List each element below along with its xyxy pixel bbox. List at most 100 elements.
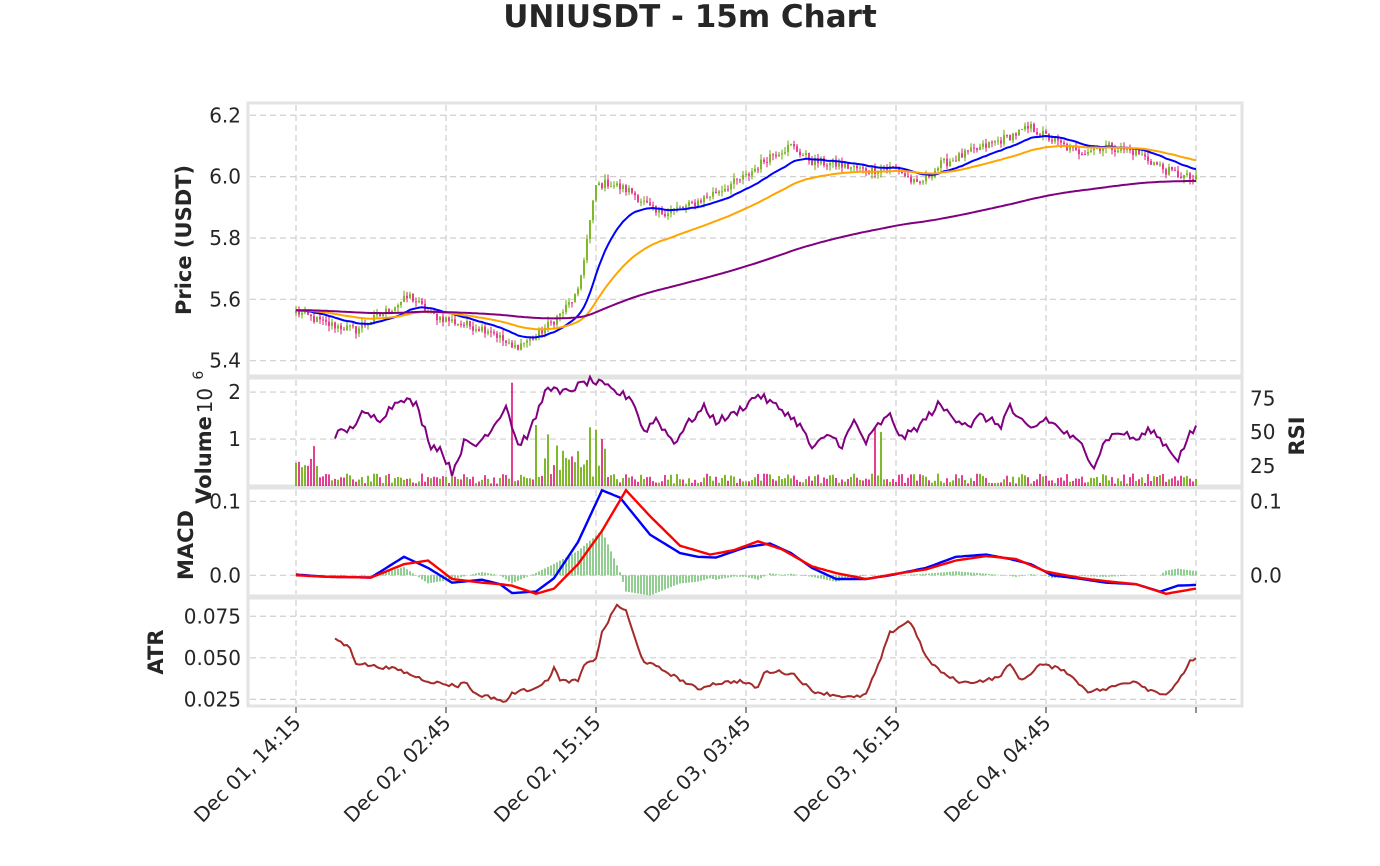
volume-bar-50 (445, 477, 447, 486)
macd-hist-bar-222 (961, 572, 963, 576)
volume-bar-13 (334, 479, 336, 486)
volume-bar-25 (370, 481, 372, 486)
volume-bar-158 (769, 474, 771, 486)
candle-body-89 (562, 312, 564, 313)
volume-bar-28 (379, 477, 381, 486)
volume-bar-239 (1012, 477, 1014, 486)
candle-body-295 (1180, 177, 1182, 178)
volume-bar-282 (1141, 477, 1143, 486)
volume-bar-286 (1153, 476, 1155, 486)
macd-hist-bar-97 (586, 543, 588, 575)
chart-title: UNIUSDT - 15m Chart (503, 0, 877, 35)
volume-bar-238 (1009, 482, 1011, 486)
macd-hist-bar-140 (715, 575, 717, 579)
macd-hist-bar-167 (796, 575, 798, 576)
candle-body-157 (766, 162, 768, 163)
volume-bar-256 (1063, 481, 1065, 486)
volume-bar-184 (847, 479, 849, 486)
candle-body-47 (436, 314, 438, 320)
macd-hist-bar-81 (538, 571, 540, 575)
volume-bar-129 (682, 480, 684, 486)
macd-hist-bar-275 (1120, 575, 1122, 576)
volume-bar-42 (421, 474, 423, 486)
volume-bar-48 (439, 479, 441, 486)
macd-hist-bar-233 (994, 575, 996, 576)
candle-body-294 (1177, 171, 1179, 177)
candle-body-172 (811, 161, 813, 165)
candle-body-123 (664, 214, 666, 216)
candle-body-35 (400, 302, 402, 305)
volume-bar-177 (826, 479, 828, 486)
macd-hist-bar-212 (931, 573, 933, 575)
macd-hist-bar-232 (991, 574, 993, 575)
volume-bar-292 (1171, 478, 1173, 486)
candle-body-277 (1126, 149, 1128, 150)
macd-hist-bar-55 (460, 575, 462, 577)
volume-bar-185 (850, 477, 852, 486)
macd-hist-bar-16 (343, 575, 345, 576)
macd-hist-bar-280 (1135, 575, 1137, 576)
volume-bar-84 (547, 434, 549, 486)
volume-bar-223 (964, 480, 966, 486)
candle-body-161 (778, 155, 780, 157)
candle-body-164 (787, 145, 789, 152)
price-ylabel: Price (USDT) (172, 165, 196, 315)
volume-bar-215 (940, 481, 942, 486)
candle-body-170 (805, 153, 807, 155)
volume-bar-225 (970, 478, 972, 486)
macd-hist-bar-273 (1114, 575, 1116, 576)
price-ytick-0: 5.4 (209, 349, 241, 373)
volume-bar-195 (880, 432, 882, 486)
macd-hist-bar-216 (943, 572, 945, 575)
macd-hist-bar-44 (427, 575, 429, 583)
volume-bar-173 (814, 476, 816, 486)
macd-hist-bar-246 (1033, 574, 1035, 575)
volume-bar-180 (835, 478, 837, 486)
volume-bar-115 (640, 475, 642, 486)
atr-panel (248, 598, 1242, 706)
volume-bar-80 (535, 425, 537, 486)
macd-hist-bar-129 (682, 575, 684, 583)
candle-body-165 (790, 144, 792, 145)
candle-body-263 (1084, 154, 1086, 155)
volume-bar-59 (472, 477, 474, 486)
candle-body-19 (352, 325, 354, 326)
candle-body-240 (1015, 133, 1017, 135)
macd-hist-bar-172 (811, 575, 813, 577)
volume-bar-141 (718, 483, 720, 486)
volume-bar-236 (1003, 479, 1005, 486)
candle-body-289 (1162, 164, 1164, 169)
volume-bar-275 (1120, 481, 1122, 486)
macd-hist-bar-227 (976, 573, 978, 575)
volume-bar-152 (751, 480, 753, 486)
macd-hist-bar-103 (604, 537, 606, 575)
macd-hist-bar-35 (400, 568, 402, 575)
volume-bar-227 (976, 474, 978, 486)
candle-body-142 (721, 191, 723, 192)
macd-hist-bar-110 (625, 575, 627, 591)
volume-bar-293 (1174, 476, 1176, 486)
macd-hist-bar-114 (637, 575, 639, 593)
candle-body-87 (556, 316, 558, 324)
volume-bar-190 (865, 479, 867, 486)
volume-bar-117 (646, 477, 648, 486)
candle-body-300 (1195, 175, 1197, 179)
volume-bar-130 (685, 484, 687, 486)
volume-bar-208 (919, 474, 921, 486)
volume-bar-111 (628, 478, 630, 486)
volume-bar-170 (805, 479, 807, 486)
candle-body-238 (1009, 135, 1011, 140)
candle-body-150 (745, 174, 747, 175)
volume-bar-217 (946, 478, 948, 486)
volume-bar-221 (958, 478, 960, 486)
volume-bar-63 (484, 475, 486, 486)
macd-hist-bar-299 (1192, 571, 1194, 576)
rsi-ylabel: RSI (1285, 416, 1309, 455)
candle-body-278 (1129, 149, 1131, 150)
macd-hist-bar-159 (772, 574, 774, 576)
macd-hist-bar-138 (709, 575, 711, 578)
volume-bar-139 (712, 481, 714, 486)
macd-hist-bar-15 (340, 575, 342, 576)
macd-hist-bar-19 (352, 575, 354, 576)
